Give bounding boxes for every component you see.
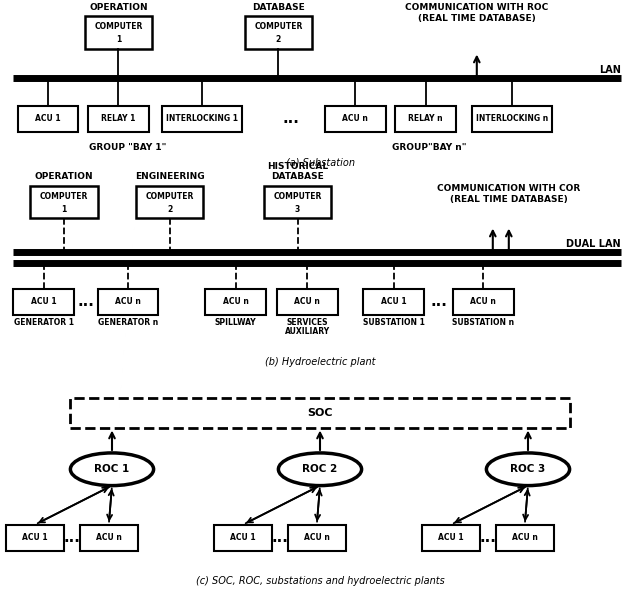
Text: OPERATION: OPERATION — [89, 2, 148, 12]
Text: ...: ... — [77, 294, 94, 309]
FancyBboxPatch shape — [31, 185, 97, 218]
Text: DATABASE: DATABASE — [271, 172, 324, 181]
Text: RELAY n: RELAY n — [408, 114, 443, 124]
FancyBboxPatch shape — [17, 106, 79, 132]
Text: 2: 2 — [167, 204, 172, 214]
Text: COMMUNICATION WITH COR: COMMUNICATION WITH COR — [437, 184, 580, 193]
Text: ...: ... — [271, 530, 288, 545]
FancyBboxPatch shape — [277, 289, 338, 315]
Text: HISTORICAL: HISTORICAL — [248, 0, 309, 2]
Text: COMPUTER: COMPUTER — [145, 191, 194, 201]
FancyBboxPatch shape — [245, 17, 312, 49]
FancyBboxPatch shape — [472, 106, 552, 132]
Text: ACU n: ACU n — [304, 533, 330, 542]
Text: ACU n: ACU n — [342, 114, 368, 124]
Text: 2: 2 — [276, 35, 281, 45]
Text: COMPUTER: COMPUTER — [273, 191, 322, 201]
FancyBboxPatch shape — [396, 106, 456, 132]
Text: ACU n: ACU n — [96, 533, 122, 542]
Text: DUAL LAN: DUAL LAN — [566, 239, 621, 249]
Text: SUBSTATION n: SUBSTATION n — [452, 318, 515, 327]
Text: ACU 1: ACU 1 — [438, 533, 464, 542]
Text: RELAY 1: RELAY 1 — [101, 114, 136, 124]
Text: 3: 3 — [295, 204, 300, 214]
Text: ACU 1: ACU 1 — [22, 533, 48, 542]
Text: COMPUTER: COMPUTER — [94, 22, 143, 31]
Text: (a) Substation: (a) Substation — [285, 158, 355, 168]
Text: ...: ... — [63, 530, 80, 545]
Text: GENERATOR n: GENERATOR n — [98, 318, 158, 327]
Text: (REAL TIME DATABASE): (REAL TIME DATABASE) — [450, 195, 568, 204]
Text: ROC 2: ROC 2 — [302, 465, 338, 474]
Text: HISTORICAL: HISTORICAL — [267, 162, 328, 171]
FancyBboxPatch shape — [13, 289, 74, 315]
FancyBboxPatch shape — [98, 289, 159, 315]
Text: 1: 1 — [116, 35, 121, 45]
Text: COMPUTER: COMPUTER — [40, 191, 88, 201]
Text: ACU 1: ACU 1 — [35, 114, 61, 124]
FancyBboxPatch shape — [161, 106, 242, 132]
FancyBboxPatch shape — [80, 525, 138, 551]
Text: ACU 1: ACU 1 — [230, 533, 256, 542]
Ellipse shape — [278, 453, 362, 486]
Text: INTERLOCKING 1: INTERLOCKING 1 — [166, 114, 237, 124]
Text: ENGINEERING: ENGINEERING — [135, 172, 204, 181]
FancyBboxPatch shape — [136, 185, 204, 218]
Text: LAN: LAN — [599, 65, 621, 75]
Text: GROUP "BAY 1": GROUP "BAY 1" — [90, 143, 166, 151]
Text: GROUP"BAY n": GROUP"BAY n" — [392, 143, 466, 151]
Text: OPERATION: OPERATION — [35, 172, 93, 181]
FancyBboxPatch shape — [6, 525, 64, 551]
Text: SUBSTATION 1: SUBSTATION 1 — [363, 318, 424, 327]
FancyBboxPatch shape — [496, 525, 554, 551]
Text: COMPUTER: COMPUTER — [254, 22, 303, 31]
Text: DATABASE: DATABASE — [252, 2, 305, 12]
FancyBboxPatch shape — [364, 289, 424, 315]
Text: ROC 1: ROC 1 — [94, 465, 130, 474]
FancyBboxPatch shape — [70, 398, 570, 428]
Ellipse shape — [70, 453, 154, 486]
FancyBboxPatch shape — [325, 106, 385, 132]
Text: ...: ... — [479, 530, 496, 545]
Text: ACU 1: ACU 1 — [31, 297, 56, 307]
Text: ...: ... — [283, 111, 300, 127]
Text: INTERLOCKING n: INTERLOCKING n — [476, 114, 548, 124]
Text: ACU n: ACU n — [223, 297, 248, 307]
FancyBboxPatch shape — [85, 17, 152, 49]
Text: GENERATOR 1: GENERATOR 1 — [13, 318, 74, 327]
Text: AUXILIARY: AUXILIARY — [285, 327, 330, 336]
Text: (b) Hydroelectric plant: (b) Hydroelectric plant — [265, 358, 375, 367]
Text: SOC: SOC — [307, 408, 333, 418]
Ellipse shape — [486, 453, 570, 486]
Text: ROC 3: ROC 3 — [510, 465, 546, 474]
FancyBboxPatch shape — [288, 525, 346, 551]
Text: SERVICES: SERVICES — [287, 318, 328, 327]
Text: ACU n: ACU n — [470, 297, 496, 307]
Text: COMMUNICATION WITH ROC: COMMUNICATION WITH ROC — [405, 3, 548, 12]
Text: (REAL TIME DATABASE): (REAL TIME DATABASE) — [418, 14, 536, 23]
FancyBboxPatch shape — [88, 106, 149, 132]
Text: ACU n: ACU n — [294, 297, 320, 307]
FancyBboxPatch shape — [205, 289, 266, 315]
Text: ACU n: ACU n — [115, 297, 141, 307]
Text: SPILLWAY: SPILLWAY — [214, 318, 257, 327]
Text: (c) SOC, ROC, substations and hydroelectric plants: (c) SOC, ROC, substations and hydroelect… — [196, 576, 444, 586]
Text: ACU n: ACU n — [512, 533, 538, 542]
Text: 1: 1 — [61, 204, 67, 214]
Text: ...: ... — [431, 294, 447, 309]
FancyBboxPatch shape — [422, 525, 480, 551]
FancyBboxPatch shape — [453, 289, 514, 315]
Text: ACU 1: ACU 1 — [381, 297, 406, 307]
FancyBboxPatch shape — [214, 525, 272, 551]
FancyBboxPatch shape — [264, 185, 332, 218]
